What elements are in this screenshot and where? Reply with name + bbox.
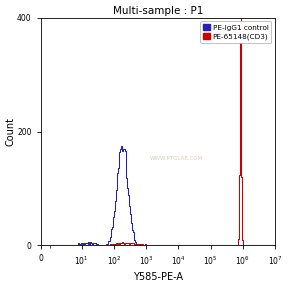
- Text: WWW.PTGLAB.COM: WWW.PTGLAB.COM: [150, 156, 203, 161]
- X-axis label: Y585-PE-A: Y585-PE-A: [133, 272, 183, 283]
- Legend: PE-IgG1 control, PE-65148(CD3): PE-IgG1 control, PE-65148(CD3): [200, 21, 271, 43]
- Y-axis label: Count: Count: [5, 117, 16, 146]
- Title: Multi-sample : P1: Multi-sample : P1: [113, 5, 203, 16]
